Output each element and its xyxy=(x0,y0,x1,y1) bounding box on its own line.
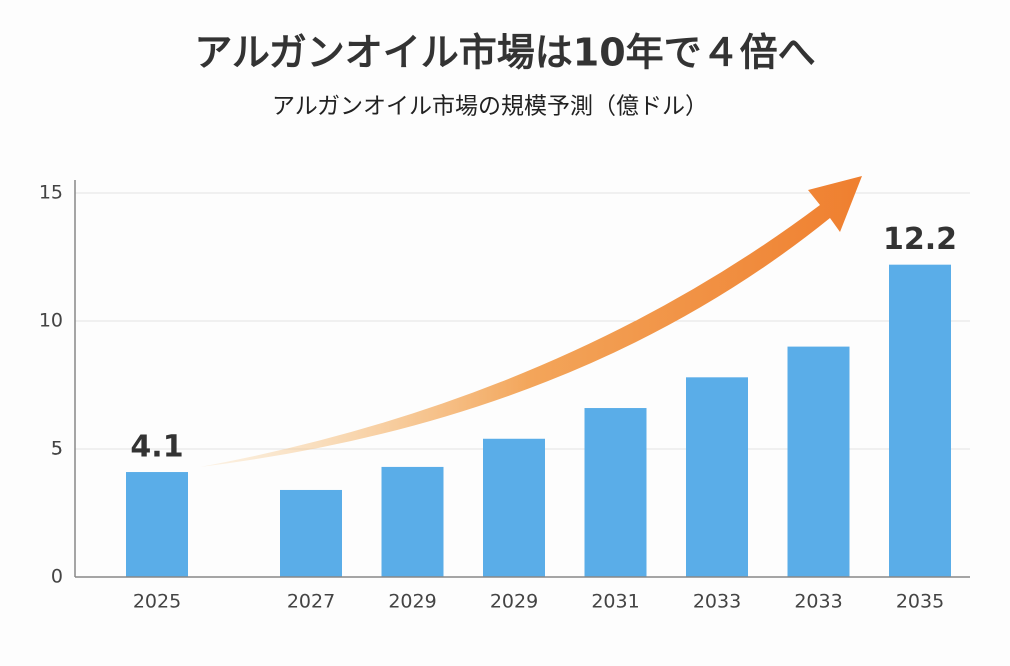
y-tick-label: 10 xyxy=(39,310,63,332)
bar xyxy=(483,438,545,577)
x-tick-label: 2033 xyxy=(794,591,842,613)
x-tick-label: 2035 xyxy=(896,591,944,613)
bar xyxy=(787,346,850,577)
chart-subtitle: アルガンオイル市場の規模予測（億ドル） xyxy=(272,94,708,120)
bar xyxy=(584,408,647,577)
y-tick-label: 5 xyxy=(51,438,63,460)
bar xyxy=(889,264,951,577)
value-label: 12.2 xyxy=(883,222,957,257)
x-tick-label: 2029 xyxy=(388,591,436,613)
x-tick-label: 2029 xyxy=(490,591,538,613)
bar xyxy=(280,489,342,577)
bar xyxy=(126,472,188,577)
x-tick-label: 2031 xyxy=(591,591,639,613)
y-tick-label: 15 xyxy=(39,182,63,204)
x-tick-label: 2033 xyxy=(693,591,741,613)
plot-area xyxy=(75,192,970,578)
chart-title: アルガンオイル市場は10年で４倍へ xyxy=(194,31,815,75)
x-tick-label: 2025 xyxy=(133,591,181,613)
y-tick-label: 0 xyxy=(51,566,63,588)
bar xyxy=(381,466,444,577)
x-tick-label: 2027 xyxy=(287,591,335,613)
value-label: 4.1 xyxy=(130,430,183,465)
y-tick-label: 5 xyxy=(51,438,63,460)
bar xyxy=(686,377,748,577)
